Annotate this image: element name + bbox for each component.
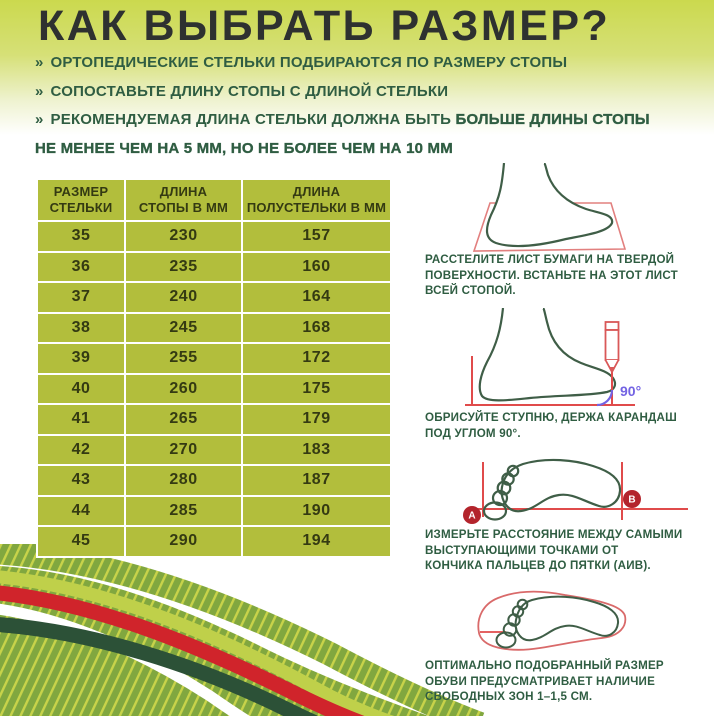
cell-foot: 280: [124, 464, 243, 497]
cell-foot: 240: [124, 281, 243, 314]
step3-caption: ИЗМЕРЬТЕ РАССТОЯНИЕ МЕЖДУ САМЫМИ ВЫСТУПАЮ…: [425, 528, 683, 572]
footprint-measure-illustration: А В: [463, 458, 688, 524]
table-row: 42 270 183: [36, 433, 392, 466]
cell-foot: 265: [124, 403, 243, 436]
col-header-insole-size: РАЗМЕР СТЕЛЬКИ: [36, 178, 126, 222]
step1-caption: РАССТЕЛИТЕ ЛИСТ БУМАГИ НА ТВЕРДОЙ ПОВЕРХН…: [425, 253, 678, 297]
cell-foot: 235: [124, 250, 243, 283]
cell-size: 44: [36, 494, 126, 527]
pencil-icon: [604, 321, 620, 374]
bullet-text: ОРТОПЕДИЧЕСКИЕ СТЕЛЬКИ ПОДБИРАЮТСЯ ПО РА…: [50, 54, 568, 71]
bullet-item: » ОРТОПЕДИЧЕСКИЕ СТЕЛЬКИ ПОДБИРАЮТСЯ ПО Р…: [35, 49, 653, 78]
bullet-text: СОПОСТАВЬТЕ ДЛИНУ СТОПЫ С ДЛИНОЙ СТЕЛЬКИ: [50, 82, 449, 100]
cell-foot: 290: [124, 525, 243, 558]
cell-half: 179: [241, 403, 392, 436]
cell-size: 35: [36, 220, 126, 253]
size-table: РАЗМЕР СТЕЛЬКИ ДЛИНА СТОПЫ В ММ ДЛИНА ПОЛУС…: [36, 178, 392, 558]
table-row: 40 260 175: [36, 372, 392, 405]
table-row: 37 240 164: [36, 281, 392, 314]
cell-half: 160: [241, 250, 392, 283]
insole-outline: [477, 590, 627, 651]
cell-foot: 270: [124, 433, 243, 466]
table-row: 39 255 172: [36, 342, 392, 375]
table-header-row: РАЗМЕР СТЕЛЬКИ ДЛИНА СТОПЫ В ММ ДЛИНА ПОЛУС…: [36, 178, 392, 222]
cell-size: 43: [36, 464, 126, 497]
bullet-item: » СОПОСТАВЬТЕ ДЛИНУ СТОПЫ С ДЛИНОЙ СТЕЛЬК…: [35, 78, 653, 107]
table-row: 43 280 187: [36, 464, 392, 497]
cell-foot: 285: [124, 494, 243, 527]
cell-half: 172: [241, 342, 392, 375]
point-b-badge: В: [623, 490, 641, 508]
cell-half: 175: [241, 372, 392, 405]
cell-size: 41: [36, 403, 126, 436]
cell-size: 39: [36, 342, 126, 375]
table-row: 45 290 194: [36, 525, 392, 558]
cell-half: 190: [241, 494, 392, 527]
col-header-foot-length: ДЛИНА СТОПЫ В ММ: [124, 178, 243, 222]
cell-foot: 245: [124, 311, 243, 344]
col-header-half-insole-length: ДЛИНА ПОЛУСТЕЛЬКИ В ММ: [241, 178, 392, 222]
paper-sheet-outline: [472, 202, 627, 252]
cell-half: 164: [241, 281, 392, 314]
cell-half: 168: [241, 311, 392, 344]
bullet-list: » ОРТОПЕДИЧЕСКИЕ СТЕЛЬКИ ПОДБИРАЮТСЯ ПО Р…: [35, 49, 653, 163]
foot-side-outline: [485, 163, 614, 248]
step2-caption: ОБРИСУЙТЕ СТУПНЮ, ДЕРЖА КАРАНДАШ ПОД УГЛО…: [425, 411, 677, 440]
footprint-outline: [482, 458, 622, 521]
page-title: КАК ВЫБРАТЬ РАЗМЕР?: [38, 2, 611, 50]
svg-text:А: А: [468, 511, 475, 522]
bullet-text: РЕКОМЕНДУЕМАЯ ДЛИНА СТЕЛЬКИ ДОЛЖНА БЫТЬ: [50, 111, 456, 128]
table-row: 36 235 160: [36, 250, 392, 283]
angle-label: 90°: [620, 383, 641, 399]
chevron-marker-icon: »: [35, 82, 44, 100]
size-table-container: РАЗМЕР СТЕЛЬКИ ДЛИНА СТОПЫ В ММ ДЛИНА ПОЛУС…: [36, 178, 392, 558]
table-row: 35 230 157: [36, 220, 392, 253]
cell-half: 194: [241, 525, 392, 558]
footprint-in-insole-illustration: [477, 590, 627, 651]
cell-foot: 230: [124, 220, 243, 253]
angle-arc: [596, 389, 614, 407]
cell-half: 157: [241, 220, 392, 253]
svg-text:В: В: [628, 495, 635, 506]
chevron-marker-icon: »: [35, 54, 44, 71]
cell-foot: 260: [124, 372, 243, 405]
cell-size: 42: [36, 433, 126, 466]
bullet-text-emphasis: БОЛЬШЕ ДЛИНЫ СТОПЫ НЕ МЕНЕЕ ЧЕМ НА 5 ММ,…: [35, 111, 650, 157]
cell-half: 187: [241, 464, 392, 497]
table-row: 41 265 179: [36, 403, 392, 436]
foot-side-outline: [478, 308, 617, 402]
top-gradient-background: [0, 0, 714, 160]
foot-on-paper-illustration: [472, 163, 627, 252]
cell-size: 45: [36, 525, 126, 558]
table-row: 44 285 190: [36, 494, 392, 527]
decorative-waves: [0, 544, 485, 716]
table-row: 38 245 168: [36, 311, 392, 344]
cell-size: 36: [36, 250, 126, 283]
foot-with-pencil-illustration: 90°: [465, 308, 641, 407]
point-a-badge: А: [463, 506, 481, 524]
cell-size: 38: [36, 311, 126, 344]
chevron-marker-icon: »: [35, 111, 44, 128]
cell-size: 37: [36, 281, 126, 314]
footprint-outline: [495, 595, 620, 649]
cell-foot: 255: [124, 342, 243, 375]
bullet-item: » РЕКОМЕНДУЕМАЯ ДЛИНА СТЕЛЬКИ ДОЛЖНА БЫТЬ…: [35, 106, 653, 163]
cell-half: 183: [241, 433, 392, 466]
cell-size: 40: [36, 372, 126, 405]
step4-caption: ОПТИМАЛЬНО ПОДОБРАННЫЙ РАЗМЕР ОБУВИ ПРЕДУ…: [425, 659, 664, 703]
